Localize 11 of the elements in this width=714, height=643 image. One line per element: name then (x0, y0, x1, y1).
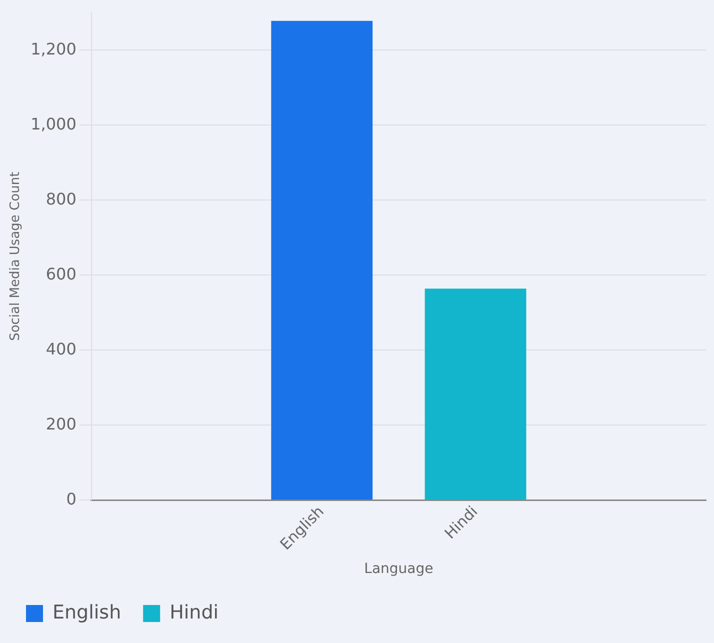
y-tick-label: 1,000 (30, 114, 76, 134)
y-tick-label: 1,200 (30, 39, 76, 58)
legend-label: English (52, 601, 122, 624)
y-tick-label: 800 (46, 189, 76, 208)
y-axis-title: Social Media Usage Count (8, 172, 24, 341)
y-tick-label: 0 (66, 489, 76, 508)
y-tick-label: 400 (46, 339, 76, 358)
x-axis-title: Language (364, 561, 434, 578)
y-tick-label: 200 (46, 414, 76, 434)
legend-label: Hindi (170, 601, 219, 624)
y-tick-label: 600 (46, 264, 76, 284)
